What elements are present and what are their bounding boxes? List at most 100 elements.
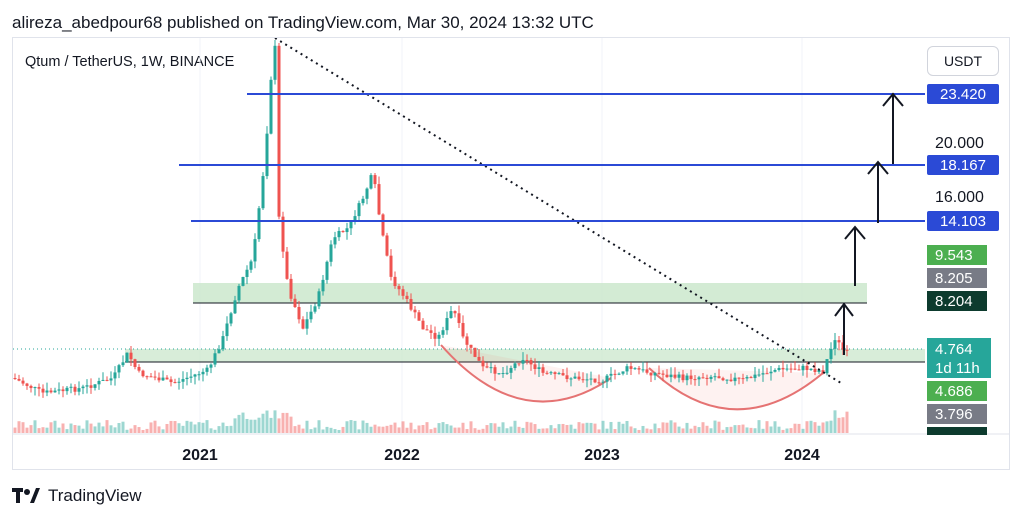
candle-body-183 [745,377,749,379]
candle-body-128 [525,359,529,361]
volume-bar-155 [633,428,637,433]
candle-body-82 [341,231,345,233]
volume-bar-57 [241,412,245,433]
volume-bar-165 [673,422,677,433]
volume-bar-148 [605,428,609,433]
volume-bar-43 [185,420,189,433]
candle-body-30 [133,359,137,367]
volume-bar-60 [253,419,257,433]
volume-bar-201 [817,425,821,433]
candle-body-59 [249,261,253,270]
volume-bar-12 [61,423,65,433]
svg-text:3.796: 3.796 [935,406,973,423]
candle-body-69 [289,278,293,299]
candle-body-58 [245,269,249,277]
volume-bar-49 [209,428,213,433]
candle-body-70 [293,298,297,308]
volume-bar-193 [785,428,789,433]
candle-body-155 [633,368,637,370]
level-tag-18167: 18.167 [927,155,999,175]
candle-body-170 [693,379,697,381]
candle-body-165 [673,374,677,378]
candle-body-54 [229,313,233,324]
volume-bar-122 [501,422,505,433]
candle-body-10 [53,390,57,393]
candle-body-68 [285,251,289,279]
candle-body-48 [205,367,209,372]
candle-body-31 [137,366,141,371]
volume-bar-169 [689,428,693,433]
x-label-2023: 2023 [584,447,620,464]
volume-bar-18 [85,420,89,433]
candle-body-56 [237,285,241,301]
volume-bar-160 [653,423,657,433]
volume-bar-29 [129,428,133,433]
price-tag-3796: 3.796 [927,404,987,424]
volume-bar-156 [637,429,641,433]
arrow-3 [867,160,889,223]
candle-body-141 [577,376,581,380]
volume-bar-92 [381,426,385,433]
candle-body-186 [757,374,761,376]
candle-body-84 [349,220,353,229]
x-label-2021: 2021 [182,447,218,464]
volume-bar-168 [685,422,689,433]
volume-bar-140 [573,428,577,433]
candle-body-109 [449,311,453,319]
volume-bar-51 [217,426,221,433]
candle-body-103 [425,329,429,331]
candle-body-38 [165,377,169,380]
volume-bar-69 [289,416,293,433]
volume-bar-150 [613,429,617,433]
candle-body-160 [653,372,657,376]
volume-bar-189 [769,426,773,433]
price-chart[interactable]: 2021 2022 2023 2024 20.000 16.000 23.420… [13,38,1010,470]
candle-body-37 [161,377,165,381]
volume-bar-26 [117,423,121,433]
candle-body-201 [817,370,821,373]
volume-bar-185 [753,428,757,433]
volume-bar-30 [133,425,137,433]
candle-body-6 [37,387,41,389]
resistance-zone [193,283,867,303]
volume-bar-33 [145,428,149,433]
volume-bar-142 [581,423,585,433]
volume-bar-5 [33,420,37,433]
candle-body-45 [193,374,197,377]
candle-body-124 [509,368,513,373]
volume-bar-143 [585,422,589,433]
volume-bar-97 [401,421,405,433]
candle-body-26 [117,365,121,373]
price-tag-9543: 9.543 [927,245,987,265]
candle-body-137 [561,373,565,376]
volume-bar-85 [353,420,357,433]
volume-bar-36 [157,426,161,433]
chart-panel[interactable]: Qtum / TetherUS, 1W, BINANCE USDT [12,37,1010,470]
candle-body-123 [505,372,509,374]
volume-bar-102 [421,425,425,433]
volume-bar-75 [313,427,317,433]
candle-body-196 [797,369,801,371]
volume-bar-41 [177,423,181,433]
candle-body-79 [329,244,333,262]
candle-body-199 [809,368,813,371]
candle-body-80 [333,237,337,245]
candle-body-102 [421,320,425,330]
candle-body-187 [761,373,765,375]
candle-body-61 [257,208,261,240]
candle-body-133 [545,372,549,374]
volume-bar-61 [257,417,261,433]
candle-body-157 [641,369,645,371]
volume-bar-113 [465,429,469,433]
currency-button[interactable]: USDT [927,46,999,76]
candle-body-118 [485,366,489,368]
candle-body-147 [601,381,605,383]
candle-body-18 [85,385,89,387]
candle-body-101 [417,312,421,321]
candle-body-164 [669,374,673,378]
volume-bar-14 [69,423,73,433]
candle-body-72 [301,319,305,329]
volume-bar-52 [221,422,225,433]
candle-body-8 [45,390,49,393]
volume-bar-178 [725,427,729,433]
